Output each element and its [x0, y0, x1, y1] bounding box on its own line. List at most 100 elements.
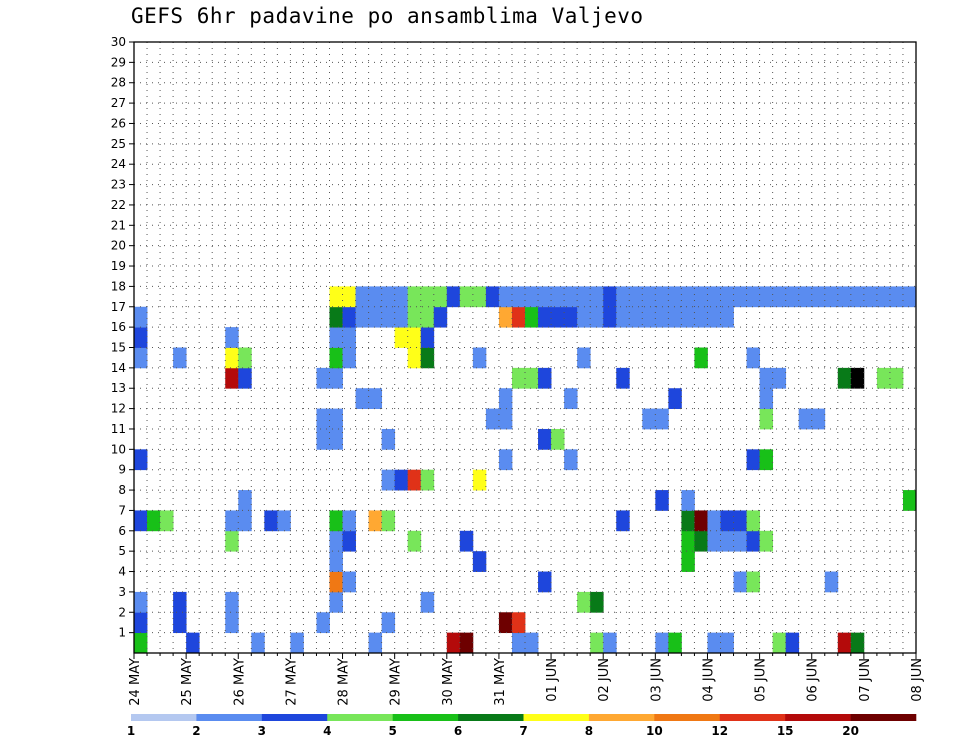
colorbar-swatch — [261, 714, 328, 721]
x-tick-label: 06 JUN — [806, 658, 821, 702]
heatmap-cell — [407, 469, 422, 491]
heatmap-cell — [798, 286, 813, 308]
heatmap-cell — [368, 632, 383, 654]
heatmap-cell — [394, 286, 409, 308]
heatmap-cell — [681, 510, 695, 532]
heatmap-cell — [616, 286, 630, 308]
heatmap-cell — [577, 347, 591, 369]
heatmap-cell — [564, 449, 578, 471]
x-tick-label: 26 MAY — [232, 658, 247, 706]
colorbar-swatch — [392, 714, 459, 721]
heatmap-cell — [577, 286, 591, 308]
y-tick-label: 10 — [111, 442, 126, 456]
colorbar-label: 20 — [842, 724, 859, 738]
heatmap-cell — [564, 388, 578, 409]
colorbar-label: 5 — [388, 724, 396, 738]
heatmap-cell — [173, 612, 187, 634]
heatmap-cell — [381, 306, 396, 328]
heatmap-cell — [850, 367, 865, 389]
x-tick-label: 31 MAY — [493, 658, 508, 706]
heatmap-cell — [420, 469, 435, 491]
heatmap-cell — [525, 632, 539, 654]
colorbar-label: 12 — [711, 724, 728, 738]
heatmap-cell — [394, 306, 409, 328]
colorbar-label: 3 — [258, 724, 266, 738]
y-tick-label: 26 — [111, 116, 126, 130]
heatmap-cell — [707, 306, 721, 328]
colorbar-swatch — [588, 714, 655, 721]
heatmap-cell — [772, 286, 787, 308]
heatmap-cell — [564, 306, 578, 328]
heatmap-cell — [538, 286, 552, 308]
heatmap-cell — [472, 347, 487, 369]
heatmap-cell — [316, 367, 330, 389]
y-tick-label: 18 — [111, 279, 126, 293]
heatmap-cell — [551, 286, 565, 308]
heatmap-cell — [342, 510, 356, 532]
heatmap-cell — [264, 510, 278, 532]
heatmap-cell — [668, 388, 682, 409]
heatmap-cell — [694, 530, 708, 552]
colorbar-swatch — [850, 714, 917, 721]
heatmap-cell — [238, 367, 252, 389]
grid-lines — [134, 42, 916, 653]
heatmap-cell — [525, 367, 539, 389]
heatmap-cell — [824, 571, 839, 593]
axes: 1234567891011121314151617181920212223242… — [111, 35, 925, 706]
colorbar-swatch — [131, 714, 197, 721]
heatmap-cell — [225, 530, 239, 552]
heatmap-cell — [876, 286, 891, 308]
heatmap-cell — [746, 571, 760, 593]
heatmap-cell — [733, 510, 747, 532]
heatmap-cell — [329, 530, 343, 552]
y-tick-label: 7 — [118, 503, 126, 517]
colorbar-label: 6 — [454, 724, 462, 738]
y-tick-label: 17 — [111, 300, 126, 314]
heatmap-cell — [655, 632, 669, 654]
heatmap-cell — [837, 367, 852, 389]
heatmap-cell — [668, 286, 682, 308]
y-tick-label: 9 — [118, 463, 126, 477]
y-tick-label: 23 — [111, 178, 126, 192]
heatmap-cell — [629, 306, 643, 328]
heatmap-cell — [759, 388, 774, 409]
heatmap-cell — [381, 469, 396, 491]
heatmap-cell — [720, 510, 734, 532]
heatmap-cell — [407, 327, 422, 348]
heatmap-cell — [394, 469, 409, 491]
heatmap-cell — [837, 286, 852, 308]
heatmap-cell — [329, 510, 343, 532]
heatmap-cell — [590, 632, 604, 654]
heatmap-cell — [772, 367, 787, 389]
heatmap-cell — [603, 632, 617, 654]
heatmap-cell — [759, 449, 774, 471]
colorbar-label: 2 — [192, 724, 200, 738]
heatmap-cell — [785, 286, 800, 308]
heatmap-cell — [837, 632, 852, 654]
heatmap-cell — [433, 306, 448, 328]
heatmap-cell — [707, 530, 721, 552]
colorbar-swatch — [196, 714, 263, 721]
heatmap-cell — [798, 408, 813, 430]
x-tick-label: 25 MAY — [180, 658, 195, 706]
heatmap-cell — [511, 632, 526, 654]
y-tick-label: 8 — [118, 483, 126, 497]
y-tick-label: 25 — [111, 137, 126, 151]
heatmap-cell — [889, 367, 904, 389]
heatmap-cell — [642, 306, 656, 328]
y-tick-label: 27 — [111, 96, 126, 110]
heatmap-cell — [616, 367, 630, 389]
heatmap-cell — [811, 286, 826, 308]
x-tick-label: 05 JUN — [754, 658, 769, 702]
heatmap-cell — [420, 327, 435, 348]
heatmap-cell — [746, 286, 760, 308]
colorbar-label: 7 — [519, 724, 527, 738]
heatmap-cell — [785, 632, 800, 654]
heatmap-cell — [407, 306, 422, 328]
heatmap-cell — [420, 306, 435, 328]
heatmap-cell — [720, 286, 734, 308]
heatmap-cell — [498, 449, 513, 471]
heatmap-cell — [342, 347, 356, 369]
heatmap-cell — [342, 327, 356, 348]
y-tick-label: 11 — [111, 422, 126, 436]
